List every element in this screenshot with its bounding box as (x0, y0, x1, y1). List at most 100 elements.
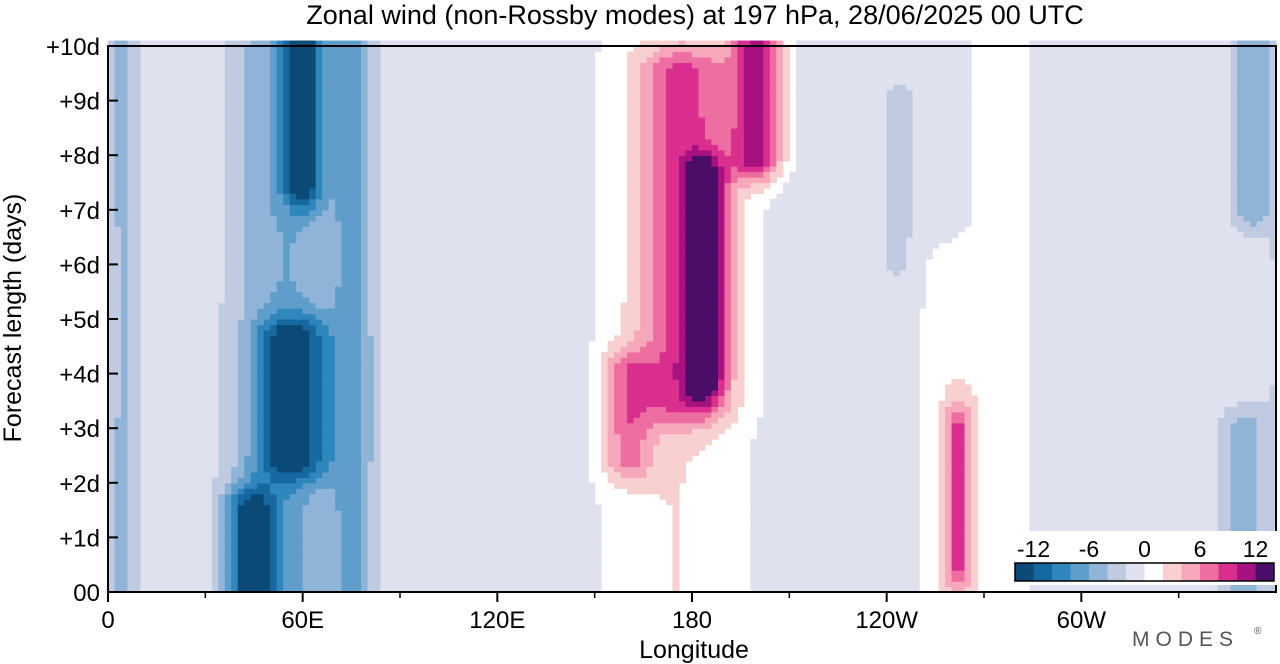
field-cell (185, 531, 193, 538)
field-cell (341, 319, 349, 326)
field-cell (270, 155, 278, 162)
field-cell (237, 384, 245, 391)
field-cell (120, 444, 129, 451)
field-cell (322, 100, 330, 107)
field-cell (406, 406, 414, 413)
field-cell (309, 122, 317, 129)
field-cell (218, 521, 226, 528)
field-cell (387, 466, 395, 473)
field-cell (127, 116, 135, 124)
field-cell (218, 275, 226, 282)
field-cell (237, 553, 245, 560)
field-cell (380, 122, 388, 129)
field-cell (140, 187, 148, 195)
field-cell (380, 133, 388, 140)
field-cell (133, 155, 142, 162)
field-cell (231, 106, 239, 113)
field-cell (348, 280, 356, 287)
field-cell (205, 379, 213, 386)
field-cell (361, 171, 369, 178)
field-cell (205, 488, 213, 495)
field-cell (224, 40, 232, 47)
field-cell (315, 155, 323, 162)
field-cell (296, 466, 304, 473)
field-cell (127, 187, 135, 195)
field-cell (425, 384, 434, 391)
field-cell (218, 466, 226, 473)
field-cell (380, 570, 388, 577)
field-cell (159, 62, 167, 69)
field-cell (127, 280, 135, 287)
field-cell (133, 329, 142, 336)
field-cell (211, 242, 219, 249)
field-cell (276, 100, 284, 107)
field-cell (341, 275, 349, 282)
field-cell (205, 586, 213, 593)
field-cell (393, 215, 401, 222)
field-cell (289, 62, 297, 69)
field-cell (166, 149, 174, 156)
field-cell (250, 542, 258, 549)
field-cell (185, 116, 193, 124)
field-cell (250, 89, 258, 96)
field-cell (127, 215, 135, 222)
field-cell (341, 149, 349, 156)
field-cell (387, 482, 395, 489)
field-cell (237, 100, 245, 107)
field-cell (231, 510, 239, 517)
field-cell (315, 78, 323, 85)
field-cell (419, 237, 427, 244)
field-cell (315, 335, 323, 342)
field-cell (166, 297, 174, 304)
field-cell (179, 433, 187, 440)
field-cell (419, 510, 427, 517)
field-cell (205, 106, 213, 113)
field-cell (419, 400, 427, 407)
field-cell (185, 215, 193, 222)
field-cell (185, 248, 193, 255)
field-cell (302, 127, 310, 134)
field-cell (393, 504, 401, 511)
field-cell (412, 182, 421, 189)
field-cell (153, 504, 161, 511)
field-cell (146, 439, 155, 446)
field-cell (140, 248, 148, 255)
field-cell (159, 319, 167, 326)
field-cell (425, 428, 434, 435)
field-cell (276, 379, 284, 386)
field-cell (140, 373, 148, 380)
field-cell (361, 395, 369, 402)
field-cell (387, 455, 395, 462)
field-cell (276, 116, 284, 124)
field-cell (400, 280, 408, 287)
field-cell (348, 581, 356, 588)
field-cell (114, 291, 122, 298)
field-cell (406, 531, 414, 538)
field-cell (237, 379, 245, 386)
field-cell (309, 564, 317, 571)
field-cell (250, 499, 258, 506)
field-cell (322, 559, 330, 566)
field-cell (419, 220, 427, 227)
field-cell (231, 215, 239, 222)
field-cell (374, 460, 382, 468)
field-cell (205, 444, 213, 451)
field-cell (257, 78, 265, 85)
field-cell (380, 231, 388, 238)
field-cell (361, 537, 369, 544)
field-cell (172, 62, 180, 69)
field-cell (361, 187, 369, 195)
field-cell (172, 220, 180, 227)
field-cell (140, 586, 148, 593)
field-cell (354, 149, 362, 156)
field-cell (348, 417, 356, 424)
field-cell (257, 302, 265, 309)
field-cell (406, 389, 414, 397)
field-cell (146, 335, 155, 342)
field-cell (322, 95, 330, 102)
field-cell (283, 575, 291, 582)
field-cell (127, 133, 135, 140)
field-cell (322, 406, 330, 413)
field-cell (108, 466, 116, 473)
field-cell (224, 581, 232, 588)
